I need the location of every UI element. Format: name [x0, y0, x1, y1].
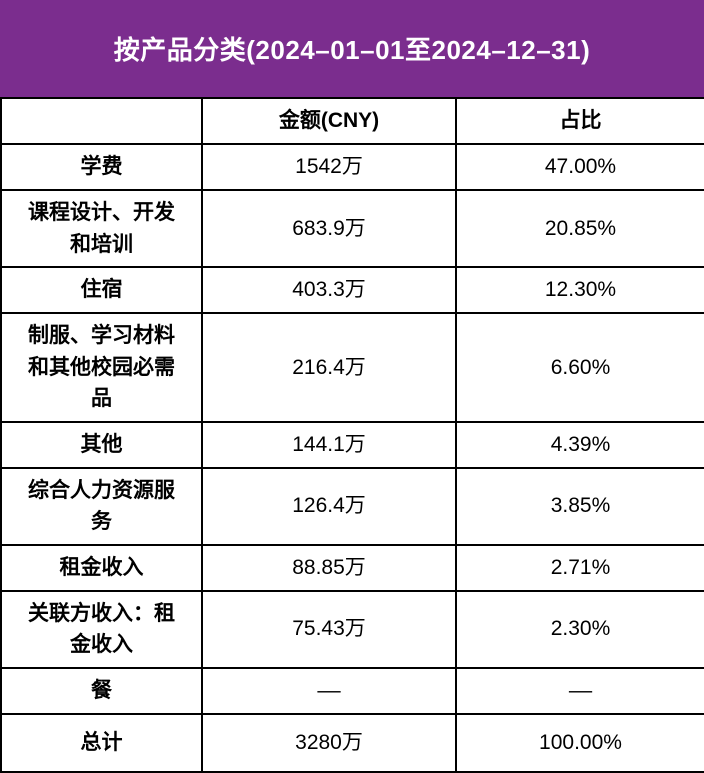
table-header-row: 金额(CNY) 占比 — [0, 97, 704, 145]
header-amount: 金额(CNY) — [201, 97, 457, 145]
category-cell-total: 总计 — [0, 712, 203, 773]
category-cell: 课程设计、开发和培训 — [0, 189, 203, 268]
share-cell: 2.30% — [455, 589, 704, 669]
amount-cell: –– — [201, 666, 457, 715]
table-row: 其他 144.1万 4.39% — [0, 420, 704, 469]
table-row-total: 总计 3280万 100.00% — [0, 712, 704, 773]
header-category — [0, 97, 203, 145]
header-share: 占比 — [455, 97, 704, 145]
share-cell: 6.60% — [455, 312, 704, 423]
amount-cell: 683.9万 — [201, 189, 457, 268]
category-cell: 住宿 — [0, 266, 203, 314]
table-row: 综合人力资源服务 126.4万 3.85% — [0, 466, 704, 546]
page-title: 按产品分类(2024–01–01至2024–12–31) — [113, 35, 591, 65]
amount-cell-total: 3280万 — [201, 712, 457, 773]
share-cell: –– — [455, 666, 704, 715]
category-cell: 学费 — [0, 143, 203, 191]
share-cell: 47.00% — [455, 143, 704, 191]
category-cell: 餐 — [0, 666, 203, 715]
amount-cell: 88.85万 — [201, 543, 457, 592]
share-cell: 12.30% — [455, 266, 704, 314]
share-cell: 2.71% — [455, 543, 704, 592]
amount-cell: 144.1万 — [201, 420, 457, 469]
share-cell: 4.39% — [455, 420, 704, 469]
amount-cell: 126.4万 — [201, 466, 457, 546]
share-cell-total: 100.00% — [455, 712, 704, 773]
category-cell: 关联方收入：租金收入 — [0, 589, 203, 669]
category-cell: 租金收入 — [0, 543, 203, 592]
amount-cell: 75.43万 — [201, 589, 457, 669]
share-cell: 3.85% — [455, 466, 704, 546]
table-row: 学费 1542万 47.00% — [0, 143, 704, 191]
amount-cell: 1542万 — [201, 143, 457, 191]
amount-cell: 403.3万 — [201, 266, 457, 314]
category-cell: 其他 — [0, 420, 203, 469]
table-row: 住宿 403.3万 12.30% — [0, 266, 704, 314]
share-cell: 20.85% — [455, 189, 704, 268]
table-row: 餐 –– –– — [0, 666, 704, 715]
table-row: 租金收入 88.85万 2.71% — [0, 543, 704, 592]
category-cell: 综合人力资源服务 — [0, 466, 203, 546]
table-title-banner: 按产品分类(2024–01–01至2024–12–31) — [0, 0, 704, 97]
category-cell: 制服、学习材料和其他校园必需品 — [0, 312, 203, 423]
table-row: 课程设计、开发和培训 683.9万 20.85% — [0, 189, 704, 268]
table-row: 制服、学习材料和其他校园必需品 216.4万 6.60% — [0, 312, 704, 423]
table-row: 关联方收入：租金收入 75.43万 2.30% — [0, 589, 704, 669]
product-breakdown-table: 金额(CNY) 占比 学费 1542万 47.00% 课程设计、开发和培训 68… — [0, 97, 704, 773]
amount-cell: 216.4万 — [201, 312, 457, 423]
